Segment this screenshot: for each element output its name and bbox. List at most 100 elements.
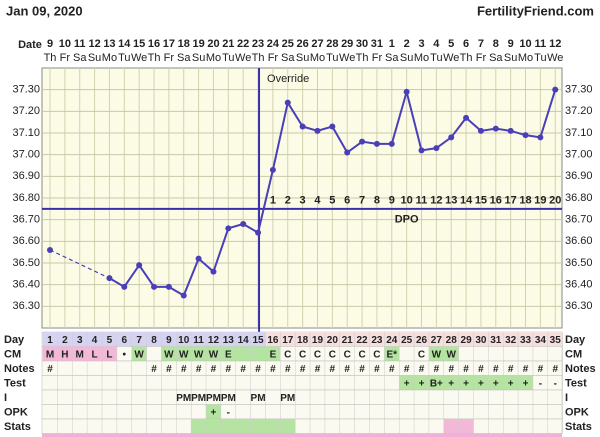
y-tick-label-right: 37.10: [565, 127, 593, 139]
temp-point: [284, 99, 291, 106]
cell-fill: [235, 419, 251, 434]
y-tick-label: 36.30: [12, 300, 40, 312]
cell-text: 18: [297, 335, 309, 346]
cell-text: +: [493, 378, 499, 389]
cell-fill: [443, 419, 459, 434]
temp-point: [522, 132, 529, 139]
cell-fill: [206, 419, 221, 434]
weekday-label: We: [443, 52, 459, 64]
date-label: 12: [549, 38, 561, 50]
cell-fill: [488, 332, 504, 347]
cell-text: W: [179, 349, 189, 360]
date-label: 21: [222, 38, 234, 50]
cell-text: H: [61, 349, 68, 360]
cell-text: •: [123, 349, 127, 360]
cell-text: #: [47, 364, 53, 375]
row-label-right: CM: [565, 349, 582, 361]
dpo-number: 16: [490, 195, 502, 207]
site-name: FertilityFriend.com: [477, 3, 594, 18]
cell-text: +: [211, 407, 217, 418]
dpo-number: 7: [359, 195, 365, 207]
cell-text: L: [106, 349, 112, 360]
cell-fill: [354, 332, 370, 347]
dpo-label: DPO: [395, 214, 419, 226]
cell-text: 34: [535, 335, 547, 346]
cell-fill: [235, 332, 251, 347]
cell-fill: [473, 375, 489, 390]
date-label: 25: [282, 38, 294, 50]
dpo-number: 17: [505, 195, 517, 207]
cell-fill: [265, 332, 281, 347]
cell-text: +: [404, 378, 410, 389]
row-label-right: OPK: [565, 407, 589, 419]
temp-point: [269, 166, 276, 173]
cell-text: #: [240, 364, 246, 375]
temp-point: [210, 268, 217, 275]
cell-fill: [191, 332, 207, 347]
row-label: I: [4, 392, 7, 404]
temp-point: [255, 229, 262, 236]
weekday-label: Tu: [222, 52, 234, 64]
weekday-label: Su: [400, 52, 413, 64]
date-label: 1: [389, 38, 395, 50]
weekday-label: Sa: [489, 52, 503, 64]
cell-text: 32: [505, 335, 517, 346]
y-tick-label-right: 36.50: [565, 257, 593, 269]
cell-text: 8: [151, 335, 157, 346]
y-tick-label-right: 36.90: [565, 170, 593, 182]
cell-text: 33: [520, 335, 532, 346]
cell-text: #: [508, 364, 514, 375]
cell-text: W: [164, 349, 174, 360]
date-label: 27: [311, 38, 323, 50]
cell-fill: [384, 332, 400, 347]
weekday-label: Su: [192, 52, 205, 64]
cell-fill: [131, 346, 147, 361]
weekday-label: Su: [296, 52, 309, 64]
cell-text: +: [463, 378, 469, 389]
cell-text: W: [194, 349, 204, 360]
temp-point: [463, 114, 470, 121]
table-row: [41, 404, 563, 420]
cell-fill: [235, 346, 251, 361]
dpo-number: 5: [329, 195, 335, 207]
cell-text: -: [539, 378, 542, 389]
weekday-label: We: [131, 52, 147, 64]
cell-text: 3: [77, 335, 83, 346]
cell-fill: [473, 332, 489, 347]
dpo-number: 4: [314, 195, 321, 207]
weekday-label: Fr: [164, 52, 175, 64]
y-tick-label-right: 37.00: [565, 149, 593, 161]
cell-text: #: [463, 364, 469, 375]
cell-fill: [384, 346, 400, 361]
cell-fill: [102, 346, 117, 361]
y-tick-label: 37.10: [12, 127, 40, 139]
chart-title: Jan 09, 2020: [6, 3, 83, 18]
y-tick-label: 36.60: [12, 235, 40, 247]
cell-text: 2: [62, 335, 68, 346]
cell-text: C: [314, 349, 321, 360]
cell-text: 4: [92, 335, 98, 346]
cell-text: #: [226, 364, 232, 375]
temp-point: [373, 140, 380, 147]
cell-text: #: [419, 364, 425, 375]
y-tick-label: 36.70: [12, 214, 40, 226]
dpo-number: 12: [430, 195, 442, 207]
weekday-label: Tu: [326, 52, 338, 64]
cell-text: 6: [122, 335, 128, 346]
cell-text: #: [493, 364, 499, 375]
cell-text: E*: [386, 349, 397, 360]
weekday-label: Fr: [476, 52, 487, 64]
row-label: OPK: [4, 407, 28, 419]
temp-point: [106, 275, 113, 282]
cell-text: #: [434, 364, 440, 375]
cell-fill: [369, 332, 385, 347]
cell-fill: [191, 419, 207, 434]
cell-text: 26: [416, 335, 428, 346]
cell-text: #: [151, 364, 157, 375]
cell-text: 9: [166, 335, 172, 346]
cell-text: PM: [176, 393, 191, 404]
cell-fill: [250, 419, 266, 434]
dpo-number: 6: [344, 195, 350, 207]
y-tick-label: 37.20: [12, 105, 40, 117]
date-label: 4: [433, 38, 440, 50]
